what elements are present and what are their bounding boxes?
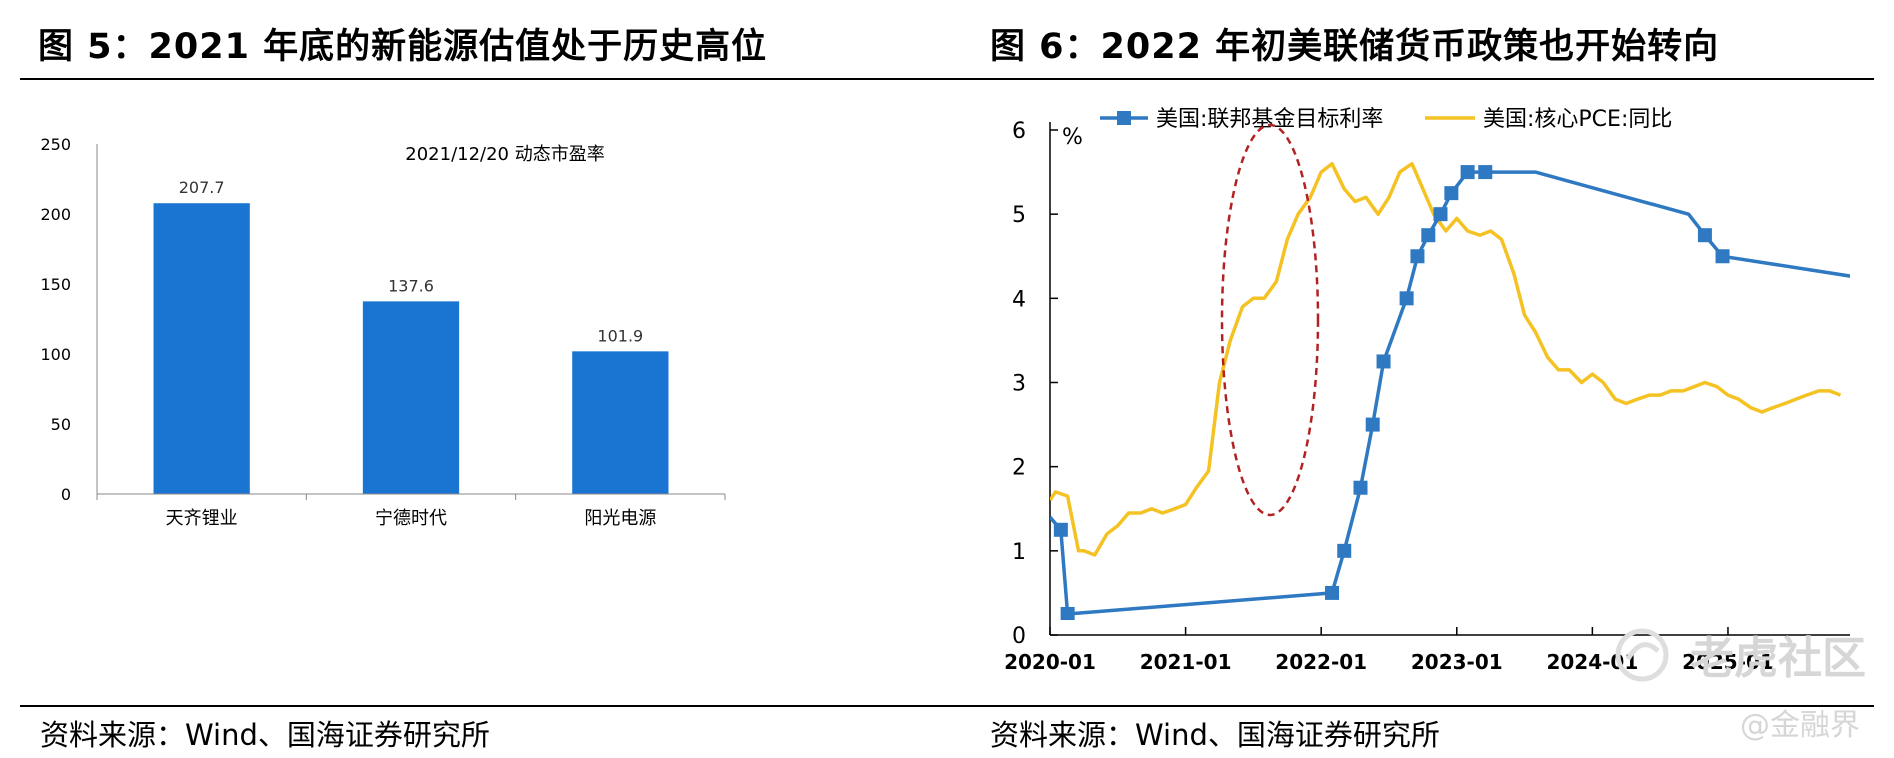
watermark-handle: @金融界 <box>1740 708 1860 743</box>
y-tick-label: 2 <box>1012 456 1026 481</box>
x-category-label: 宁德时代 <box>375 508 447 529</box>
x-tick-label: 2022-01 <box>1275 650 1367 670</box>
y-tick-label: 4 <box>1012 287 1026 312</box>
watermark-text: 老虎社区 <box>1690 633 1866 684</box>
y-tick-label: 250 <box>40 135 71 154</box>
fed-rate-point <box>1060 606 1075 620</box>
fed-rate-point <box>1353 480 1368 495</box>
watermark-logo-icon <box>1615 628 1669 682</box>
x-tick-label: 2023-01 <box>1411 650 1503 670</box>
bar <box>572 351 669 494</box>
figure6-title: 图 6：2022 年初美联储货币政策也开始转向 <box>990 27 1720 67</box>
highlight-ellipse <box>1220 123 1320 517</box>
y-tick-label: 50 <box>51 415 71 434</box>
fed-rate-point <box>1444 186 1459 201</box>
bar-chart-y-axis: 0 50 100 150 200 250 <box>40 135 98 504</box>
fed-rate-point <box>1421 228 1436 243</box>
figure6-source: 资料来源：Wind、国海证券研究所 <box>990 718 1440 752</box>
y-tick-label: 1 <box>1012 540 1026 565</box>
y-tick-label: 200 <box>40 205 71 224</box>
y-tick-label: 6 <box>1012 119 1026 144</box>
y-tick-label: 150 <box>40 275 71 294</box>
line-chart-series <box>1050 161 1880 620</box>
fed-rate-point <box>1399 291 1414 306</box>
bar-chart-x-axis: 天齐锂业 宁德时代 阳光电源 <box>96 493 726 529</box>
y-tick-label: 100 <box>40 345 71 364</box>
x-tick-label: 2025-01 <box>1682 650 1774 670</box>
x-tick-label: 2024-01 <box>1546 650 1638 670</box>
x-category-label: 天齐锂业 <box>166 508 238 529</box>
bar-value-label: 207.7 <box>179 178 225 197</box>
bar-chart-title: 2021/12/20 动态市盈率 <box>405 144 604 165</box>
fed-rate-point <box>1867 291 1880 305</box>
y-axis-unit: % <box>1062 125 1083 150</box>
fed-rate-point <box>1376 354 1391 369</box>
x-category-label: 阳光电源 <box>584 508 656 529</box>
fed-rate-point <box>1478 165 1493 180</box>
y-tick-label: 0 <box>61 485 71 504</box>
bottom-rule <box>20 705 1874 707</box>
bar-value-label: 101.9 <box>597 326 643 345</box>
pce-series-line <box>1050 161 1842 557</box>
fed-rate-point <box>1365 417 1380 432</box>
fed-rate-point <box>1697 228 1712 243</box>
fed-rate-point <box>1410 249 1425 264</box>
line-chart-legend: 美国:联邦基金目标利率 美国:核心PCE:同比 <box>1100 107 1672 132</box>
x-tick-label: 2021-01 <box>1140 650 1232 670</box>
fed-rate-series-line <box>1050 170 1850 616</box>
legend-pce-label: 美国:核心PCE:同比 <box>1483 107 1672 132</box>
bar <box>153 203 250 494</box>
y-tick-label: 5 <box>1012 203 1026 228</box>
fed-rate-point <box>1851 270 1865 284</box>
fed-rate-point <box>1053 522 1068 537</box>
fed-rate-point <box>1337 543 1352 558</box>
fed-rate-point <box>1433 207 1448 222</box>
bar <box>362 301 460 494</box>
bar-chart: 2021/12/20 动态市盈率 0 50 100 150 200 250 207.7 13… <box>35 120 915 660</box>
legend-fed-label: 美国:联邦基金目标利率 <box>1156 107 1383 132</box>
line-chart-x-axis: 2020-01 2021-01 2022-01 2023-01 2024-01 2025-… <box>1004 627 1850 670</box>
bar-value-label: 137.6 <box>388 276 434 295</box>
fed-rate-point <box>1325 585 1340 600</box>
fed-rate-point <box>1460 165 1475 180</box>
legend-fed-marker <box>1117 111 1131 125</box>
figure5-source: 资料来源：Wind、国海证券研究所 <box>40 718 490 752</box>
top-rule <box>20 78 1874 80</box>
bar-chart-bars: 207.7 137.6 101.9 <box>153 178 669 494</box>
y-tick-label: 3 <box>1012 372 1026 397</box>
figure5-title: 图 5：2021 年底的新能源估值处于历史高位 <box>38 27 768 67</box>
fed-rate-point <box>1715 249 1730 264</box>
line-chart-y-axis: 0 1 2 3 4 5 6% <box>1012 119 1083 649</box>
y-tick-label: 0 <box>1012 624 1026 649</box>
x-tick-label: 2020-01 <box>1004 650 1096 670</box>
